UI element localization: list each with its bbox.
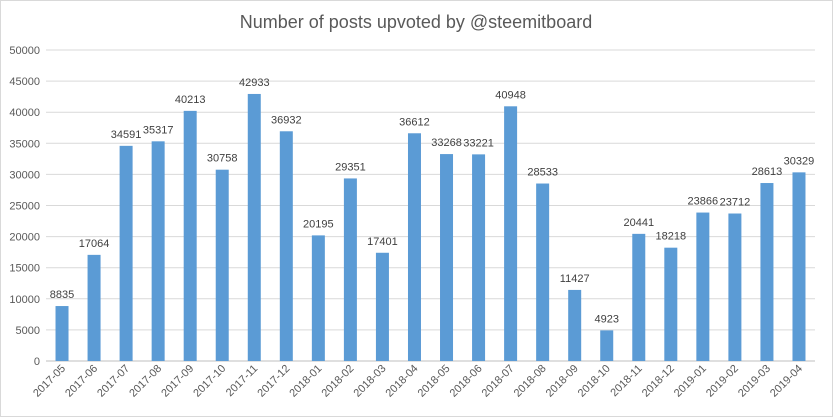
data-label: 18218 (656, 231, 687, 243)
x-tick-label: 2017-05 (31, 363, 68, 400)
x-tick-label: 2018-05 (416, 363, 453, 400)
data-label: 40948 (495, 89, 526, 101)
bar (632, 233, 646, 361)
x-tick-label: 2018-07 (480, 363, 517, 400)
bar (247, 93, 261, 362)
x-tick-label: 2018-11 (608, 363, 644, 399)
x-tick-label: 2018-12 (640, 363, 677, 400)
y-tick-label: 20000 (9, 232, 40, 244)
bar (215, 169, 229, 361)
x-tick-label: 2018-02 (319, 363, 356, 400)
bar (151, 141, 165, 361)
x-tick-label: 2019-04 (768, 363, 805, 400)
data-label: 35317 (143, 124, 174, 136)
data-label: 30329 (784, 155, 815, 167)
chart-title: Number of posts upvoted by @steemitboard (240, 12, 592, 32)
data-label: 17064 (79, 238, 110, 250)
data-label: 33221 (463, 137, 494, 149)
x-tick-label: 2017-09 (159, 363, 196, 400)
bar (760, 183, 774, 361)
data-label: 4923 (594, 313, 618, 325)
x-tick-label: 2017-06 (63, 363, 100, 400)
x-tick-label: 2018-01 (287, 363, 324, 400)
y-tick-label: 15000 (9, 263, 40, 275)
bar (568, 289, 582, 361)
bar (440, 154, 454, 361)
data-label: 34591 (111, 129, 142, 141)
bar (311, 235, 325, 361)
x-tick-label: 2017-11 (224, 363, 260, 399)
y-tick-label: 0 (34, 356, 40, 368)
bar (728, 213, 742, 361)
y-axis-ticks: 0 5000 10000 15000 20000 25000 30000 35000 40000… (9, 45, 40, 368)
bar (55, 306, 69, 361)
y-tick-label: 30000 (9, 169, 40, 181)
y-tick-label: 10000 (9, 294, 40, 306)
bar (87, 254, 101, 361)
bars (55, 93, 806, 362)
x-tick-label: 2017-08 (127, 363, 164, 400)
data-label: 23712 (720, 197, 751, 209)
y-tick-label: 5000 (16, 325, 40, 337)
x-tick-label: 2019-01 (672, 363, 709, 400)
data-label: 42933 (239, 77, 270, 89)
bar (119, 145, 133, 361)
bar (536, 183, 550, 361)
x-tick-label: 2018-06 (448, 363, 485, 400)
bar (664, 247, 678, 361)
data-labels: 8835 17064 34591 35317 40213 30758 42933 36932 2… (50, 77, 814, 325)
bar (472, 154, 486, 361)
data-label: 17401 (367, 236, 398, 248)
bar (183, 110, 197, 361)
gridlines (46, 49, 815, 362)
x-tick-label: 2018-08 (512, 363, 549, 400)
data-label: 29351 (335, 161, 366, 173)
data-label: 11427 (560, 273, 590, 285)
data-label: 8835 (50, 289, 74, 301)
x-axis-ticks: 2017-052017-062017-072017-082017-092017-… (31, 363, 805, 400)
x-tick-label: 2018-10 (576, 363, 613, 400)
bar (600, 330, 614, 361)
x-tick-label: 2017-10 (191, 363, 228, 400)
bar (504, 106, 518, 361)
x-tick-label: 2017-07 (95, 363, 132, 400)
data-label: 20441 (623, 217, 654, 229)
data-label: 23866 (688, 196, 719, 208)
y-tick-label: 35000 (9, 138, 40, 150)
x-tick-label: 2018-04 (384, 363, 421, 400)
bar (279, 131, 293, 361)
x-tick-label: 2019-03 (736, 363, 773, 400)
bar (375, 252, 389, 361)
data-label: 40213 (175, 94, 206, 106)
y-tick-label: 45000 (9, 76, 40, 88)
data-label: 36612 (399, 116, 430, 128)
y-tick-label: 50000 (9, 45, 40, 57)
bar (792, 172, 806, 361)
x-tick-label: 2017-12 (255, 363, 292, 400)
x-tick-label: 2018-09 (544, 363, 581, 400)
data-label: 20195 (303, 218, 334, 230)
bar (696, 212, 710, 361)
x-tick-label: 2018-03 (352, 363, 389, 400)
y-tick-label: 25000 (9, 201, 40, 213)
x-tick-label: 2019-02 (704, 363, 741, 400)
bar (407, 133, 421, 361)
bar (343, 178, 357, 361)
data-label: 33268 (431, 137, 462, 149)
data-label: 30758 (207, 153, 238, 165)
data-label: 28613 (752, 166, 783, 178)
y-tick-label: 40000 (9, 107, 40, 119)
data-label: 28533 (527, 167, 558, 179)
data-label: 36932 (271, 114, 302, 126)
